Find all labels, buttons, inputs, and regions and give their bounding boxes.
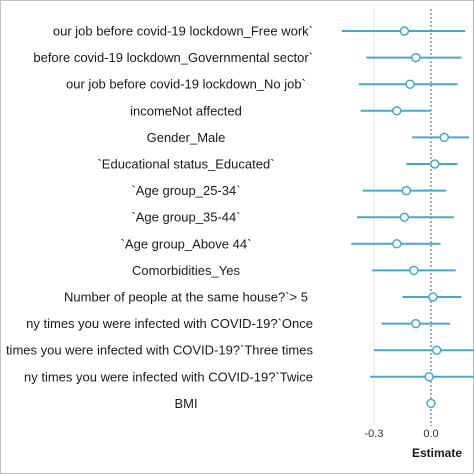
estimate-point	[430, 159, 440, 169]
estimate-point	[426, 398, 436, 409]
estimate-point	[439, 132, 450, 143]
x-tick-label: 0.0	[423, 428, 438, 440]
row-label: BMI	[174, 396, 197, 411]
row-label: Number of people at the same house?`> 5	[64, 290, 308, 305]
row-label: `Age group_Above 44`	[121, 236, 252, 251]
estimate-point	[431, 345, 442, 355]
estimate-point	[409, 265, 419, 276]
estimate-point	[399, 212, 410, 222]
row-label: `Age group_35-44`	[131, 210, 240, 225]
row-label: times you were infected with COVID-19?`T…	[6, 343, 314, 358]
row-label: our job before covid-19 lockdown_Free wo…	[53, 24, 313, 39]
row-label: our job before covid-19 lockdown_No job`	[66, 77, 306, 92]
estimate-point	[399, 26, 410, 36]
estimate-point	[392, 106, 402, 116]
row-label: `Age group_25-34`	[131, 183, 240, 198]
row-label: `Educational status_Educated`	[97, 157, 274, 172]
rows-layer: our job before covid-19 lockdown_Free wo…	[6, 24, 474, 411]
estimate-point	[392, 239, 402, 249]
x-axis: -0.3 0.0	[365, 428, 439, 440]
estimate-point	[411, 318, 421, 329]
estimate-point	[428, 292, 438, 302]
estimate-point	[424, 372, 434, 382]
row-label: incomeNot affected	[130, 103, 242, 118]
x-axis-title: Estimate	[412, 446, 462, 460]
row-label: Comorbidities_Yes	[132, 263, 240, 278]
x-tick-label: -0.3	[365, 428, 384, 440]
estimate-point	[401, 185, 412, 196]
row-label: Gender_Male	[147, 130, 226, 145]
row-label: ny times you were infected with COVID-19…	[24, 369, 313, 384]
estimate-point	[405, 79, 415, 89]
row-label: before covid-19 lockdown_Governmental se…	[33, 50, 313, 65]
estimate-point	[411, 52, 421, 63]
row-label: ny times you were infected with COVID-19…	[26, 316, 313, 331]
